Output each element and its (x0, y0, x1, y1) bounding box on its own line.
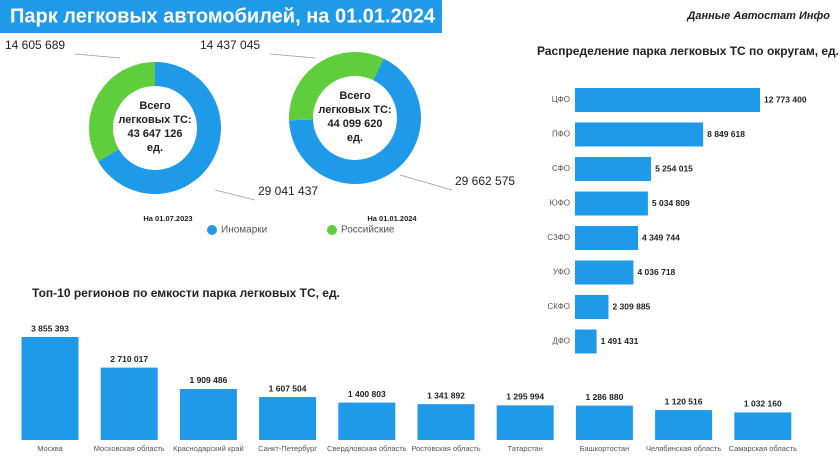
y-tick-label: СФО (552, 164, 570, 173)
donut-slice (289, 52, 384, 121)
chart-title: Распределение парка легковых ТС по округ… (537, 44, 839, 58)
value-label: 1 491 431 (601, 336, 639, 346)
bar (575, 405, 633, 440)
bar (575, 191, 648, 216)
page-title: Парк легковых автомобилей, на 01.01.2024… (10, 5, 453, 27)
x-tick-label: Краснодарский край (173, 444, 244, 453)
value-label: 1 286 880 (585, 392, 623, 402)
y-tick-label: ПФО (552, 130, 570, 139)
legend-label: Иномарки (221, 225, 267, 236)
caption: На 01.07.2023 (143, 214, 192, 223)
value-label: 1 120 516 (665, 396, 703, 406)
bar (100, 367, 158, 440)
bar (655, 410, 713, 440)
bar (496, 405, 554, 440)
center-label: Всего (339, 90, 371, 102)
legend-label: Российские (341, 225, 395, 236)
center-label: легковых ТС: (118, 114, 191, 126)
bar (575, 122, 704, 147)
y-tick-label: ЮФО (550, 199, 570, 208)
chart-title: Топ-10 регионов по емкости парка легковы… (32, 286, 340, 300)
x-tick-label: Челябинская область (646, 444, 721, 453)
value-label: 1 295 994 (506, 392, 544, 402)
x-tick-label: Свердловская область (327, 444, 407, 453)
x-tick-label: Татарстан (508, 444, 543, 453)
x-tick-label: Самарская область (729, 444, 798, 453)
bar (259, 397, 317, 440)
legend-marker (207, 225, 217, 235)
center-label: 44 099 620 (327, 118, 382, 130)
source: Данные Автостат Инфо (686, 10, 830, 22)
donut-slice (289, 58, 422, 184)
value-label: 14 605 689 (5, 38, 65, 52)
x-tick-label: Ростовская область (411, 444, 480, 453)
y-tick-label: СЗФО (547, 233, 570, 242)
legend-marker (327, 225, 337, 235)
bar (179, 388, 237, 440)
bar (734, 412, 792, 440)
value-label: 1 607 504 (269, 383, 307, 393)
leader-line (214, 189, 256, 201)
y-tick-label: ДФО (552, 337, 570, 346)
center-label: Всего (139, 100, 171, 112)
value-label: 5 254 015 (655, 163, 693, 173)
bar (21, 337, 79, 440)
y-tick-label: ЦФО (552, 95, 570, 104)
bar (575, 157, 652, 181)
leader-line (399, 174, 453, 191)
leader-line (269, 53, 316, 59)
bar (575, 260, 634, 285)
value-label: 14 437 045 (200, 38, 260, 52)
y-tick-label: СКФО (548, 302, 570, 311)
bar (338, 402, 396, 440)
value-label: 4 349 744 (642, 232, 680, 242)
center-label: легковых ТС: (318, 104, 391, 116)
donut-slice (98, 62, 221, 195)
bar (575, 88, 760, 112)
value-label: 2 309 885 (612, 301, 650, 311)
value-label: 1 909 486 (189, 375, 227, 385)
caption: На 01.01.2024 (367, 214, 417, 223)
center-label: ед. (147, 142, 163, 154)
value-label: 8 849 618 (707, 129, 745, 139)
y-tick-label: УФО (553, 268, 570, 277)
x-tick-label: Санкт-Петербург (258, 444, 317, 453)
value-label: 2 710 017 (110, 354, 148, 364)
title-banner (0, 0, 442, 33)
bar (575, 226, 638, 250)
bar (575, 329, 597, 354)
value-label: 1 032 160 (744, 399, 782, 409)
value-label: 29 041 437 (258, 184, 318, 198)
leader-line (74, 53, 121, 59)
value-label: 1 341 892 (427, 390, 465, 400)
value-label: 12 773 400 (764, 94, 807, 104)
value-label: 29 662 575 (455, 174, 515, 188)
x-tick-label: Москва (37, 444, 63, 453)
bar (417, 404, 475, 440)
donut-slice (88, 62, 155, 162)
value-label: 1 400 803 (348, 389, 386, 399)
center-label: 43 647 126 (127, 128, 182, 140)
x-tick-label: Московская область (94, 444, 165, 453)
center-label: ед. (347, 132, 363, 144)
bar (575, 295, 609, 319)
value-label: 4 036 718 (637, 267, 675, 277)
value-label: 5 034 809 (652, 198, 690, 208)
x-tick-label: Башкортостан (580, 444, 630, 453)
value-label: 3 855 393 (31, 323, 69, 333)
